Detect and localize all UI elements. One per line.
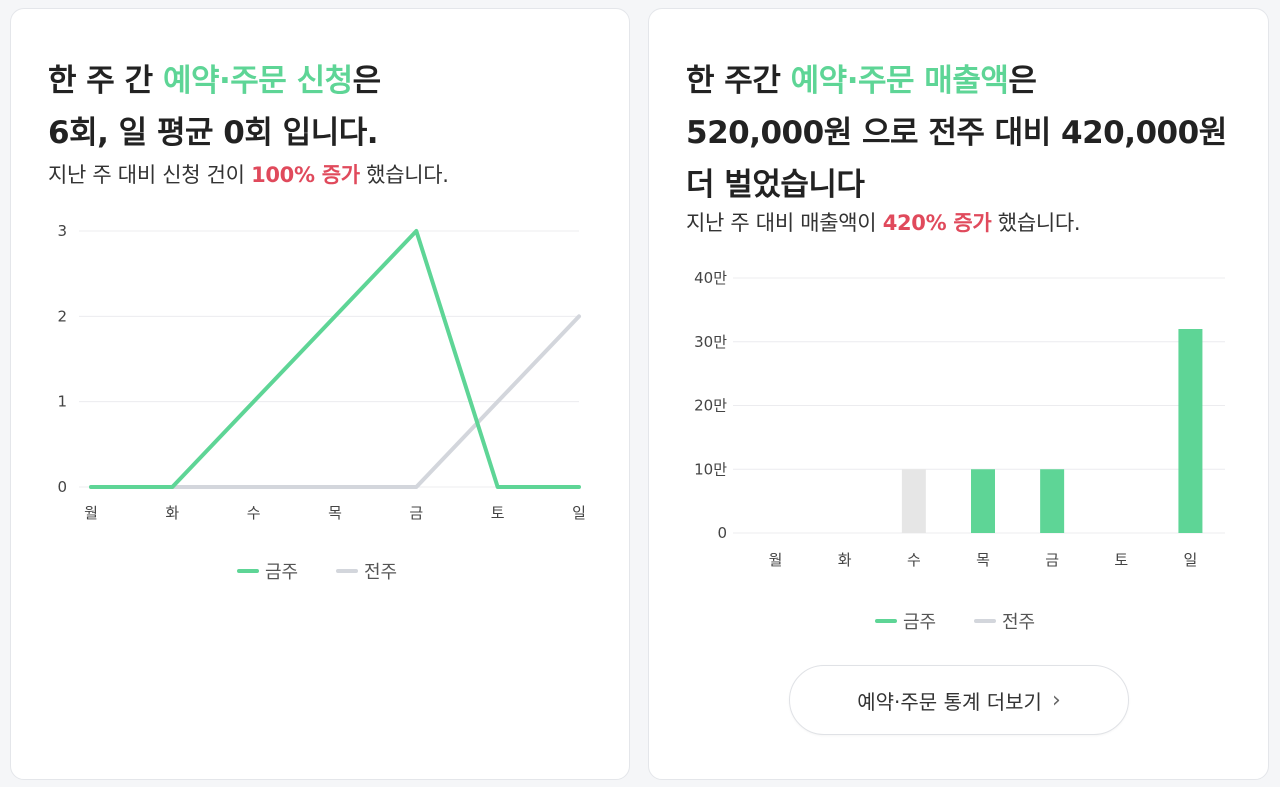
subline-pre: 지난 주 대비 매출액이 [686, 211, 883, 235]
y-tick-label: 2 [57, 307, 67, 325]
x-tick-label: 목 [328, 504, 342, 522]
x-tick-label: 금 [1045, 551, 1059, 569]
x-tick-label: 월 [769, 551, 783, 569]
bar-last-week [901, 469, 926, 533]
y-tick-label: 1 [57, 393, 67, 411]
orders-headline: 한 주 간 예약·주문 신청은 6회, 일 평균 0회 입니다. [48, 55, 381, 159]
series-line-this-week [89, 229, 581, 489]
y-tick-label: 3 [57, 222, 67, 240]
x-tick-label: 화 [838, 551, 852, 569]
bar-this-week [1040, 469, 1065, 533]
more-stats-label: 예약·주문 통계 더보기 [857, 689, 1042, 714]
headline-line2: 6회, 일 평균 0회 입니다. [48, 115, 379, 151]
weekly-sales-card: 한 주간 예약·주문 매출액은 520,000원 으로 전주 대비 420,00… [648, 8, 1269, 780]
y-tick-label: 0 [57, 478, 67, 496]
headline-highlight: 예약·주문 매출액 [790, 63, 1009, 99]
x-tick-label: 화 [165, 504, 179, 522]
more-stats-button[interactable]: 예약·주문 통계 더보기 › [789, 665, 1129, 735]
legend-label-this-week: 금주 [265, 562, 298, 583]
headline-line1-pre: 한 주간 [686, 63, 791, 99]
x-tick-label: 토 [1114, 551, 1128, 569]
sales-subline: 지난 주 대비 매출액이 420% 증가 했습니다. [686, 207, 1081, 237]
legend-label-last-week: 전주 [364, 562, 397, 583]
bar-this-week [1178, 329, 1203, 533]
subline-post: 했습니다. [359, 163, 449, 187]
y-tick-label: 10만 [694, 460, 727, 478]
sales-headline: 한 주간 예약·주문 매출액은 520,000원 으로 전주 대비 420,00… [686, 55, 1227, 211]
subline-post: 했습니다. [991, 211, 1081, 235]
x-tick-label: 수 [907, 551, 921, 569]
y-tick-label: 20만 [694, 397, 727, 415]
headline-line2: 520,000원 으로 전주 대비 420,000원 [686, 115, 1227, 151]
legend-label-last-week: 전주 [1002, 612, 1035, 633]
chevron-right-icon: › [1051, 687, 1061, 713]
x-tick-label: 토 [491, 504, 505, 522]
orders-subline: 지난 주 대비 신청 건이 100% 증가 했습니다. [48, 159, 449, 189]
x-tick-label: 월 [84, 504, 98, 522]
headline-line1-post: 은 [1008, 63, 1037, 99]
x-tick-label: 금 [409, 504, 423, 522]
y-tick-label: 0 [717, 524, 727, 542]
y-tick-label: 40만 [694, 269, 727, 287]
headline-line1-pre: 한 주 간 [48, 63, 163, 99]
weekly-orders-card: 한 주 간 예약·주문 신청은 6회, 일 평균 0회 입니다. 지난 주 대비… [10, 8, 630, 780]
headline-line1-post: 은 [352, 63, 382, 99]
headline-line3: 더 벌었습니다 [686, 167, 865, 203]
subline-pre: 지난 주 대비 신청 건이 [48, 163, 252, 187]
bar-this-week [971, 469, 995, 533]
x-tick-label: 일 [1184, 551, 1198, 569]
subline-highlight: 100% 증가 [251, 163, 360, 187]
y-tick-label: 30만 [694, 333, 727, 351]
orders-line-chart: 0 1 2 3 월 화 수 목 금 토 일금주 전주 [57, 222, 586, 583]
headline-highlight: 예약·주문 신청 [162, 63, 353, 99]
x-tick-label: 수 [247, 504, 261, 522]
x-tick-label: 일 [572, 504, 586, 522]
x-tick-label: 목 [976, 551, 990, 569]
legend-label-this-week: 금주 [903, 612, 936, 633]
subline-highlight: 420% 증가 [882, 211, 992, 235]
